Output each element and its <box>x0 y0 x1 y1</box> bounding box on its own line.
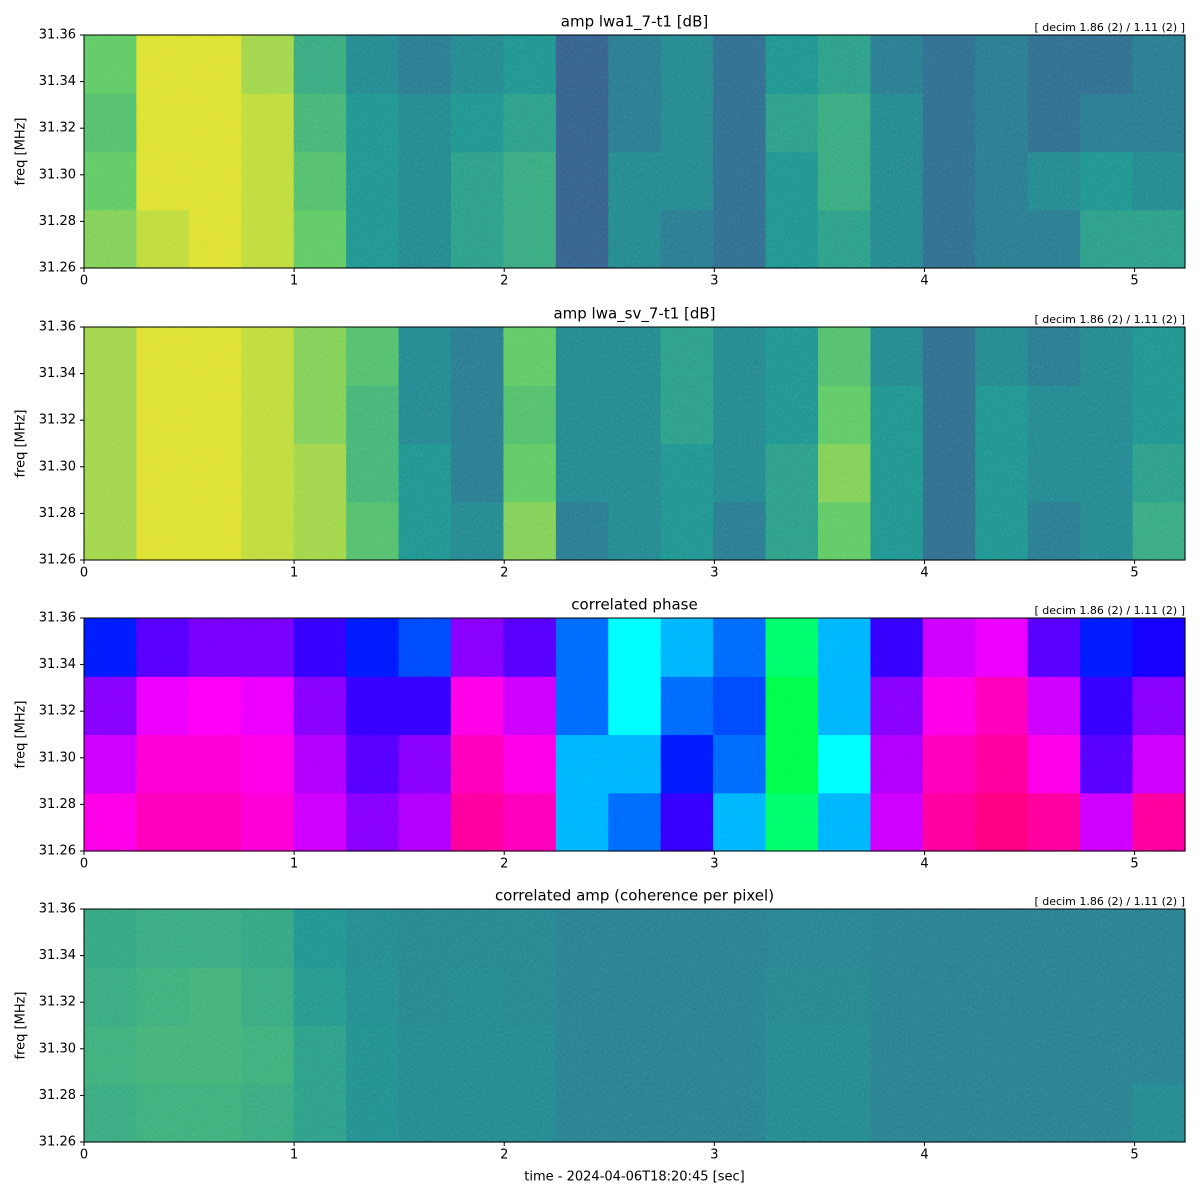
x-tick-label: 3 <box>710 274 718 289</box>
y-tick-label: 31.34 <box>39 948 76 963</box>
x-tick-label: 5 <box>1130 857 1138 872</box>
x-tick-label: 1 <box>290 1148 298 1163</box>
x-tick-label: 2 <box>500 566 508 581</box>
noise-texture <box>84 35 1185 268</box>
noise-texture <box>84 327 1185 560</box>
x-tick-label: 2 <box>500 857 508 872</box>
y-tick-label: 31.26 <box>39 261 76 276</box>
x-tick-label: 1 <box>290 274 298 289</box>
y-tick-label: 31.28 <box>39 1088 76 1103</box>
panel-title: amp lwa1_7-t1 [dB] <box>561 13 708 32</box>
x-tick-label: 0 <box>80 566 88 581</box>
y-tick-label: 31.30 <box>39 459 76 474</box>
x-tick-label: 2 <box>500 274 508 289</box>
x-axis-label: time - 2024-04-06T18:20:45 [sec] <box>524 1170 744 1185</box>
y-tick-label: 31.34 <box>39 657 76 672</box>
panel-note: [ decim 1.86 (2) / 1.11 (2) ] <box>1035 895 1185 908</box>
plot-frame <box>83 908 1186 1143</box>
y-tick-label: 31.32 <box>39 413 76 428</box>
y-tick-label: 31.28 <box>39 214 76 229</box>
panel-note: [ decim 1.86 (2) / 1.11 (2) ] <box>1035 313 1185 326</box>
y-tick-label: 31.36 <box>39 611 76 626</box>
x-tick-label: 5 <box>1130 566 1138 581</box>
y-tick-label: 31.30 <box>39 1041 76 1056</box>
noise-texture <box>84 618 1185 851</box>
panel-title: amp lwa_sv_7-t1 [dB] <box>553 305 715 324</box>
y-tick-label: 31.30 <box>39 167 76 182</box>
noise-texture <box>84 909 1185 1142</box>
x-tick-label: 0 <box>80 274 88 289</box>
panel-title: correlated phase <box>571 596 697 614</box>
x-tick-label: 3 <box>710 857 718 872</box>
y-tick-label: 31.34 <box>39 74 76 89</box>
y-axis-label: freq [MHz] <box>14 410 29 478</box>
plot-frame <box>83 34 1186 269</box>
panel-title: correlated amp (coherence per pixel) <box>495 887 774 905</box>
y-tick-label: 31.32 <box>39 995 76 1010</box>
x-tick-label: 3 <box>710 566 718 581</box>
x-tick-label: 2 <box>500 1148 508 1163</box>
y-tick-label: 31.26 <box>39 553 76 568</box>
y-tick-label: 31.30 <box>39 750 76 765</box>
x-tick-label: 3 <box>710 1148 718 1163</box>
x-tick-label: 1 <box>290 566 298 581</box>
y-axis-label: freq [MHz] <box>14 992 29 1060</box>
panel-note: [ decim 1.86 (2) / 1.11 (2) ] <box>1035 604 1185 617</box>
y-tick-label: 31.28 <box>39 506 76 521</box>
x-tick-label: 1 <box>290 857 298 872</box>
y-tick-label: 31.32 <box>39 704 76 719</box>
x-tick-label: 4 <box>920 274 928 289</box>
y-tick-label: 31.26 <box>39 844 76 859</box>
y-tick-label: 31.34 <box>39 366 76 381</box>
plot-frame <box>83 326 1186 561</box>
x-tick-label: 0 <box>80 857 88 872</box>
y-tick-label: 31.26 <box>39 1135 76 1150</box>
y-tick-label: 31.28 <box>39 797 76 812</box>
x-tick-label: 5 <box>1130 274 1138 289</box>
x-tick-label: 4 <box>920 1148 928 1163</box>
panel-note: [ decim 1.86 (2) / 1.11 (2) ] <box>1035 21 1185 34</box>
x-tick-label: 0 <box>80 1148 88 1163</box>
y-tick-label: 31.36 <box>39 28 76 43</box>
y-axis-label: freq [MHz] <box>14 701 29 769</box>
x-tick-label: 5 <box>1130 1148 1138 1163</box>
y-tick-label: 31.36 <box>39 902 76 917</box>
y-tick-label: 31.32 <box>39 121 76 136</box>
x-tick-label: 4 <box>920 857 928 872</box>
y-tick-label: 31.36 <box>39 320 76 335</box>
x-tick-label: 4 <box>920 566 928 581</box>
y-axis-label: freq [MHz] <box>14 118 29 186</box>
plot-frame <box>83 617 1186 852</box>
